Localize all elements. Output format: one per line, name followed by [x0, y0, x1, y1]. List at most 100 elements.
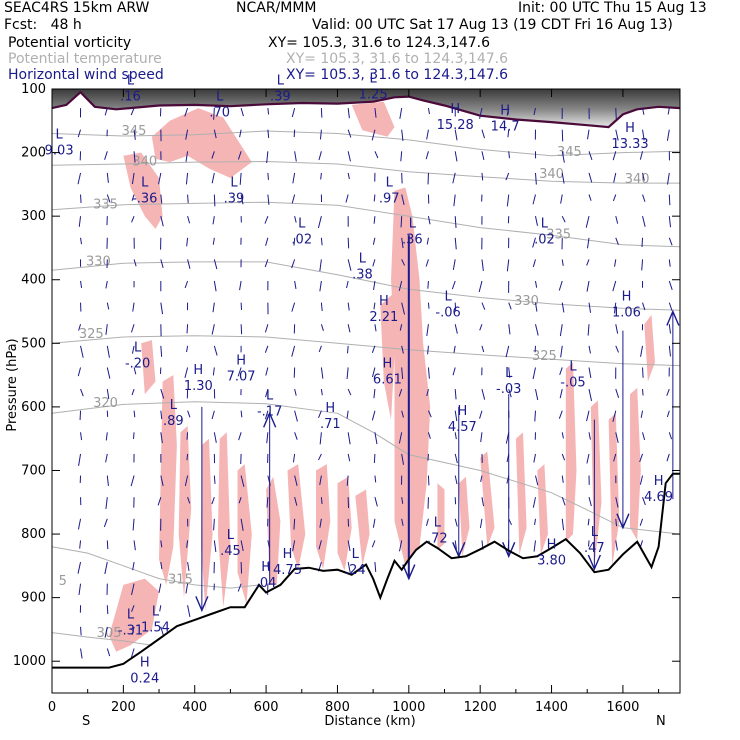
pv-shade-region — [480, 451, 495, 547]
wind-vector — [237, 151, 242, 160]
extremum-type: H — [654, 474, 664, 489]
wind-vector — [212, 367, 215, 376]
wind-vector — [642, 432, 646, 441]
wind-vector — [400, 151, 403, 162]
wind-vector — [642, 194, 646, 202]
wind-vector — [291, 302, 296, 312]
wind-vector — [211, 151, 215, 159]
wind-vector — [425, 151, 429, 160]
extremum-type: L — [277, 74, 285, 89]
wind-vector — [157, 497, 162, 506]
pv-shade-region — [565, 362, 577, 542]
wind-vector — [561, 259, 564, 266]
wind-vector — [266, 497, 269, 508]
wind-vector — [319, 432, 322, 445]
wind-vector — [668, 237, 673, 246]
field-name-pv: Potential vorticity — [8, 35, 132, 51]
extremum-value: 4.69 — [644, 490, 673, 505]
extremum-value: .97 — [379, 191, 400, 206]
wind-vector — [426, 324, 429, 336]
terrain-line — [52, 472, 680, 669]
wind-vector — [105, 453, 108, 463]
wind-vector — [106, 648, 111, 657]
wind-vector — [240, 410, 243, 418]
wind-vector — [668, 259, 671, 267]
wind-vector — [427, 280, 429, 289]
extremum-type: H — [236, 353, 246, 368]
terrain-profile — [52, 472, 680, 669]
field-xy-pv: XY= 105.3, 31.6 to 124.3,147.6 — [268, 35, 491, 51]
wind-vector — [508, 388, 512, 398]
wind-vector — [104, 151, 108, 160]
wind-vector — [372, 237, 376, 245]
wind-vector — [106, 302, 110, 310]
wind-vector — [320, 497, 323, 504]
wind-vector — [561, 151, 565, 163]
wind-vector — [454, 151, 458, 162]
wind-vector — [294, 280, 297, 290]
wind-vector — [454, 216, 457, 228]
wind-vector — [346, 410, 349, 419]
extremum-value: .71 — [320, 417, 341, 432]
wind-vector — [615, 237, 619, 245]
wind-vector — [561, 475, 564, 483]
extremum-type: L — [141, 175, 149, 190]
wind-vector — [454, 324, 458, 334]
wind-vector — [401, 302, 406, 315]
north-label: N — [656, 714, 666, 729]
wind-vector — [213, 129, 217, 139]
wind-vector — [186, 345, 189, 353]
wind-vector — [534, 172, 537, 185]
wind-vector — [427, 107, 430, 115]
extremum-value: 3.80 — [537, 554, 566, 569]
extremum-type: L — [444, 290, 452, 305]
wind-column-arrowhead — [616, 513, 630, 530]
wind-vector — [642, 216, 646, 227]
wind-vector — [427, 216, 431, 225]
wind-vector — [586, 410, 590, 422]
wind-vector — [588, 432, 591, 440]
wind-vector — [319, 259, 322, 272]
wind-vector — [319, 475, 322, 486]
extremum-value: .39 — [270, 90, 291, 105]
wind-vector — [292, 172, 296, 184]
wind-vector — [347, 540, 351, 551]
wind-vector — [535, 324, 539, 336]
wind-vector — [614, 259, 617, 267]
wind-vector — [291, 107, 296, 118]
wind-vector — [534, 302, 538, 312]
wind-vector — [401, 367, 404, 380]
wind-vector — [532, 259, 536, 268]
extremum-type: H — [547, 538, 557, 553]
wind-vector — [561, 302, 565, 313]
wind-vector — [130, 648, 135, 659]
theta-contour-line — [51, 335, 681, 367]
extremum-type: L — [56, 128, 64, 143]
pv-shade-region — [355, 489, 370, 566]
wind-vector — [454, 432, 457, 440]
pv-shade-region — [237, 464, 252, 604]
extremum-value: -.05 — [560, 376, 585, 391]
wind-vector — [586, 259, 590, 266]
theta-contour-label: 335 — [546, 227, 571, 242]
wind-vector — [561, 453, 566, 461]
wind-vector — [613, 302, 617, 314]
wind-vector — [401, 497, 404, 504]
wind-vector — [80, 388, 84, 397]
wind-vector — [104, 107, 108, 116]
wind-vector — [265, 388, 269, 398]
wind-vector — [371, 129, 376, 141]
wind-vector — [401, 259, 406, 266]
header-valid-time: Valid: 00 UTC Sat 17 Aug 13 (19 CDT Fri … — [312, 17, 673, 33]
wind-vector — [318, 345, 322, 353]
wind-vector — [615, 388, 620, 399]
wind-vector — [184, 475, 189, 487]
wind-vector — [506, 194, 510, 207]
wind-vector — [132, 518, 135, 531]
wind-vector — [508, 151, 510, 159]
field-xy-wind: XY= 105.3, 31.6 to 124.3,147.6 — [286, 67, 509, 83]
wind-vector — [77, 129, 82, 138]
header-title: SEAC4RS 15km ARW — [4, 0, 150, 16]
wind-vector — [373, 302, 376, 310]
wind-vector — [240, 324, 243, 335]
